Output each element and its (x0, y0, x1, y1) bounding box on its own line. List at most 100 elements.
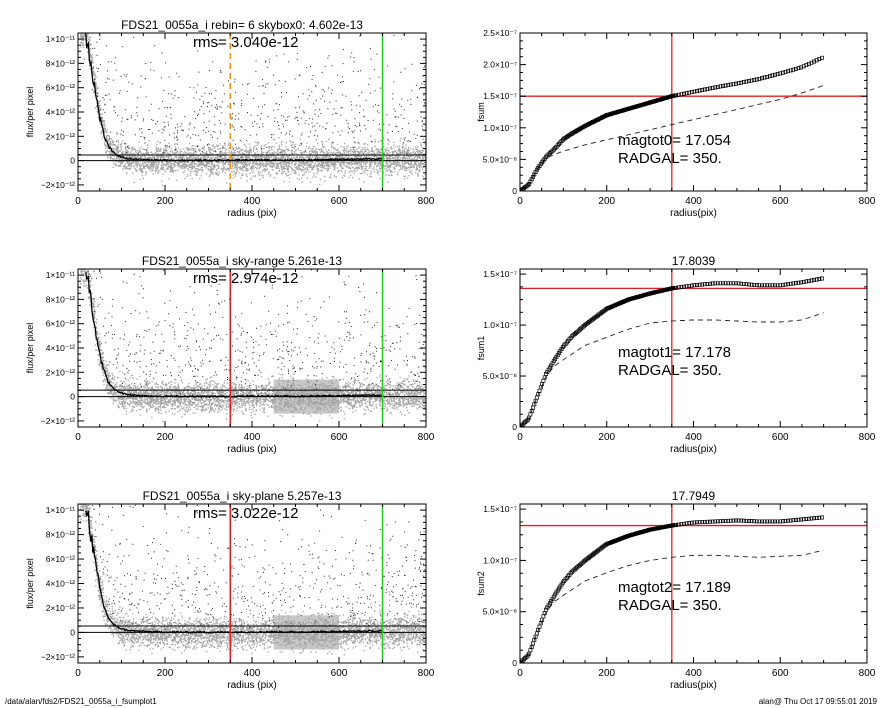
x-tick-label: 400 (244, 668, 261, 679)
x-axis-label: radius(pix) (670, 680, 717, 691)
y-axis-label: fsum1 (476, 336, 486, 361)
x-tick-label: 400 (685, 196, 702, 207)
x-tick-label: 200 (157, 196, 174, 207)
y-tick-label: 1.5×10⁻⁷ (483, 91, 517, 101)
plot-title: FDS21_0055a_i sky-plane 5.257e-13 (143, 489, 342, 503)
x-tick-label: 800 (859, 432, 876, 443)
y-tick-label: 0 (512, 186, 517, 196)
x-tick-label: 200 (157, 668, 174, 679)
x-tick-label: 0 (517, 196, 523, 207)
radgal-annotation: RADGAL= 350. (618, 362, 722, 379)
x-tick-label: 200 (598, 668, 615, 679)
magtot-annotation: magtot0= 17.054 (618, 132, 731, 149)
x-tick-label: 800 (859, 668, 876, 679)
pixel-outliers (89, 33, 426, 158)
panel-2: 0 200 400 600 800 radius(pix) 0 5.0×10⁻⁸ 1.0×10⁻… (476, 28, 876, 219)
x-axis-label: radius(pix) (670, 444, 717, 455)
plot-title: 17.8039 (672, 254, 716, 268)
y-tick-label: 5.0×10⁻⁸ (483, 154, 518, 164)
y-tick-label: −2×10⁻¹² (41, 416, 75, 426)
x-axis-label: radius (pix) (227, 680, 276, 691)
y-tick-label: 2×10⁻¹² (46, 131, 75, 141)
x-tick-label: 400 (244, 196, 261, 207)
plot-title: FDS21_0055a_i sky-range 5.261e-13 (142, 254, 342, 268)
fsum-points (520, 276, 824, 427)
y-tick-label: 0 (70, 156, 75, 166)
pixel-cloud (79, 33, 426, 187)
x-axis-label: radius(pix) (670, 208, 717, 219)
y-axis-label: flux/per pixel (25, 323, 35, 374)
y-tick-label: 0 (70, 392, 75, 402)
y-tick-label: 1.5×10⁻⁷ (483, 269, 517, 279)
y-tick-label: −2×10⁻¹² (41, 652, 75, 662)
x-tick-label: 400 (685, 432, 702, 443)
footer-file-path: /data/alan/fds2/FDS21_0055a_i_fsumplot1 (5, 697, 157, 706)
plot-area (520, 504, 867, 663)
fsum-dashed (520, 312, 824, 427)
rms-annotation: rms= 2.974e-12 (193, 270, 298, 287)
plot-area (78, 269, 426, 427)
fsum-dashed (520, 549, 824, 663)
profile-line (85, 272, 383, 399)
y-tick-label: 8×10⁻¹² (46, 530, 75, 540)
y-tick-label: 2×10⁻¹² (46, 603, 75, 613)
y-tick-label: 5.0×10⁻⁸ (483, 607, 518, 617)
plot-area (78, 33, 426, 191)
x-tick-label: 800 (418, 196, 435, 207)
y-tick-label: 8×10⁻¹² (46, 58, 75, 68)
magtot-annotation: magtot1= 17.178 (618, 344, 731, 361)
x-tick-label: 0 (75, 196, 81, 207)
pixel-cloud (79, 269, 426, 423)
rms-annotation: rms= 3.040e-12 (193, 34, 298, 51)
panel-4: 0 200 400 600 800 radius(pix) 0 5.0×10⁻⁸ 1.0×10⁻… (476, 254, 876, 455)
x-axis-label: radius (pix) (227, 208, 276, 219)
y-tick-label: 5.0×10⁻⁸ (483, 371, 518, 381)
y-tick-label: 1×10⁻¹¹ (46, 34, 75, 44)
y-tick-label: 0 (512, 422, 517, 432)
fsum-points (520, 515, 824, 663)
y-tick-label: 6×10⁻¹² (46, 319, 75, 329)
x-axis-label: radius (pix) (227, 444, 276, 455)
y-tick-label: 6×10⁻¹² (46, 83, 75, 93)
y-axis-label: fsum (476, 102, 486, 122)
profile-line (85, 510, 383, 634)
x-tick-label: 200 (598, 196, 615, 207)
y-tick-label: 0 (70, 627, 75, 637)
fsum-points (520, 55, 824, 191)
plot-area (78, 504, 426, 663)
pixel-cloud (79, 504, 426, 656)
y-tick-label: −2×10⁻¹² (41, 180, 75, 190)
axes-frame (519, 32, 868, 192)
y-tick-label: 1.5×10⁻⁷ (483, 504, 517, 514)
x-tick-label: 600 (772, 196, 789, 207)
plot-title: FDS21_0055a_i rebin= 6 skybox0: 4.602e-1… (121, 18, 363, 32)
x-tick-label: 600 (331, 668, 348, 679)
y-axis-label: flux/per pixel (25, 87, 35, 138)
y-axis-label: flux/per pixel (25, 558, 35, 609)
x-tick-label: 600 (772, 668, 789, 679)
x-tick-label: 0 (75, 432, 81, 443)
x-tick-label: 400 (244, 432, 261, 443)
y-tick-label: 1×10⁻¹¹ (46, 505, 75, 515)
radgal-annotation: RADGAL= 350. (618, 150, 722, 167)
magtot-annotation: magtot2= 17.189 (618, 579, 731, 596)
y-tick-label: 1×10⁻¹¹ (46, 270, 75, 280)
x-tick-label: 200 (157, 432, 174, 443)
x-tick-label: 600 (772, 432, 789, 443)
y-tick-label: 1.0×10⁻⁷ (483, 320, 517, 330)
profile-line (85, 33, 383, 163)
y-tick-label: 6×10⁻¹² (46, 554, 75, 564)
y-tick-label: 2.5×10⁻⁷ (483, 28, 517, 38)
x-tick-label: 800 (418, 668, 435, 679)
y-tick-label: 0 (512, 658, 517, 668)
fsum-dashed (520, 85, 824, 191)
rms-annotation: rms= 3.022e-12 (193, 505, 298, 522)
panel-6: 0 200 400 600 800 radius(pix) 0 5.0×10⁻⁸ 1.0×10⁻… (476, 489, 876, 691)
y-tick-label: 4×10⁻¹² (46, 579, 75, 589)
x-tick-label: 200 (598, 432, 615, 443)
x-tick-label: 800 (418, 432, 435, 443)
